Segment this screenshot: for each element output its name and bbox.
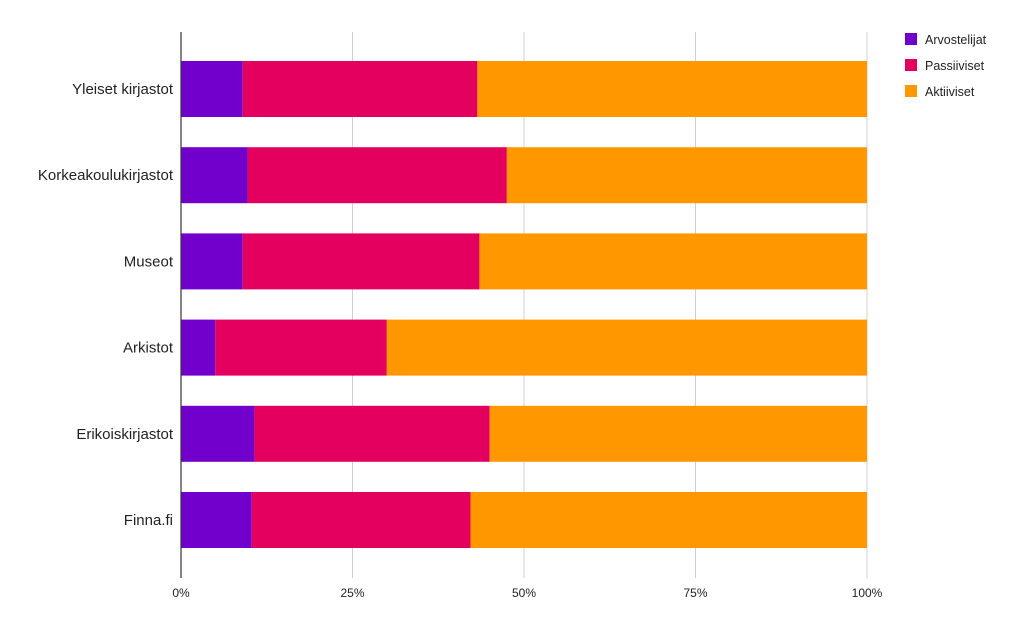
bar-segment xyxy=(181,405,255,462)
bars-layer xyxy=(181,61,867,548)
category-labels: Yleiset kirjastot Korkeakoulukirjastot Mus… xyxy=(38,81,174,529)
legend-label: Aktiiviset xyxy=(925,85,975,99)
category-label: Arkistot xyxy=(123,340,174,357)
category-label: Yleiset kirjastot xyxy=(72,81,174,98)
bar-segment xyxy=(470,492,867,548)
bar-segment xyxy=(247,147,507,204)
bar-segment xyxy=(479,233,867,290)
legend-swatch xyxy=(905,59,917,71)
bar-segment xyxy=(215,319,387,376)
bar-segment xyxy=(181,492,252,548)
category-label: Finna.fi xyxy=(124,512,173,529)
legend-label: Arvostelijat xyxy=(925,33,987,47)
x-tick-label: 75% xyxy=(683,586,707,600)
grid-layer xyxy=(352,32,868,578)
x-tick-label: 25% xyxy=(340,586,364,600)
legend-label: Passiiviset xyxy=(925,59,985,73)
bar-segment xyxy=(181,147,248,204)
x-tick-label: 100% xyxy=(852,586,883,600)
bar-segment xyxy=(506,147,867,204)
bar-segment xyxy=(477,61,867,117)
x-tick-label: 50% xyxy=(512,586,536,600)
legend: Arvostelijat Passiiviset Aktiiviset xyxy=(905,33,987,99)
category-label: Erikoiskirjastot xyxy=(76,426,174,443)
bar-segment xyxy=(242,233,480,290)
bar-segment xyxy=(254,405,490,462)
bar-segment xyxy=(181,319,216,376)
bar-segment xyxy=(251,492,471,548)
bar-segment xyxy=(489,405,867,462)
category-label: Museot xyxy=(124,253,174,270)
x-tick-label: 0% xyxy=(172,586,190,600)
category-label: Korkeakoulukirjastot xyxy=(38,167,174,184)
legend-swatch xyxy=(905,33,917,45)
bar-segment xyxy=(242,61,478,117)
bar-segment xyxy=(386,319,867,376)
bar-segment xyxy=(181,233,243,290)
bar-segment xyxy=(181,61,243,117)
x-tick-labels: 0% 25% 50% 75% 100% xyxy=(172,586,882,600)
legend-swatch xyxy=(905,85,917,97)
